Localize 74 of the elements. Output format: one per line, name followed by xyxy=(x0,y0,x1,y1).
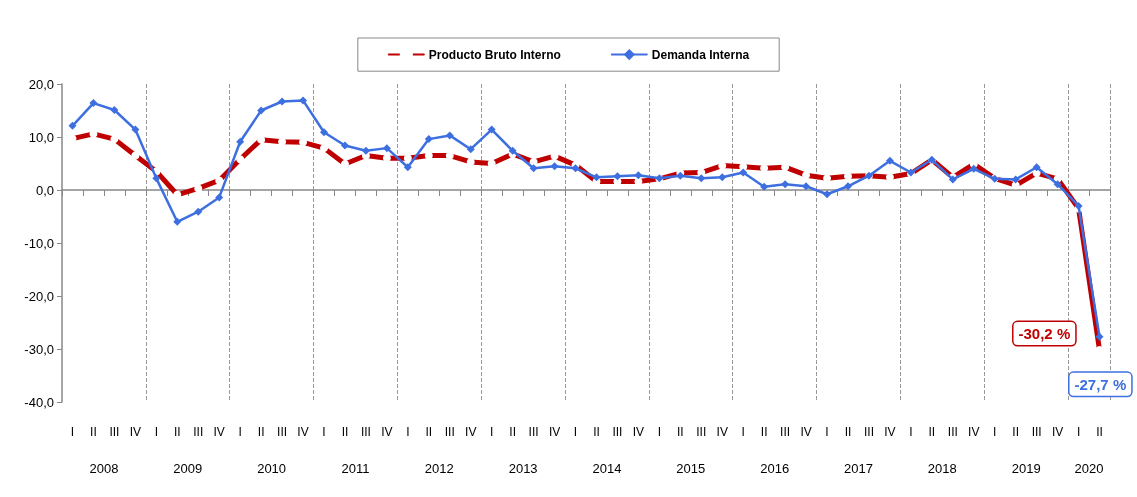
x-tick-label: II xyxy=(257,425,265,439)
x-tick-label: I xyxy=(573,425,578,439)
text: 2013 xyxy=(508,460,538,476)
x-tick-label: IV xyxy=(381,425,393,439)
legend-label: Producto Bruto Interno xyxy=(428,47,561,62)
text: 2017 xyxy=(844,460,873,476)
x-tick-label: IV xyxy=(213,425,225,439)
x-tick-label: II xyxy=(760,425,768,439)
x-tick-label: IV xyxy=(465,425,477,439)
x-tick-label: I xyxy=(322,425,326,439)
x-tick-label: I xyxy=(825,425,829,439)
x-tick-label: I xyxy=(741,425,745,439)
text: 2016 xyxy=(760,460,790,476)
text: 2012 xyxy=(424,460,454,476)
x-tick-label: I xyxy=(993,425,997,439)
x-tick-label: II xyxy=(1012,425,1020,439)
x-tick-label: I xyxy=(238,425,242,439)
x-tick-label: III xyxy=(612,425,623,439)
x-tick-label: III xyxy=(193,425,204,439)
y-tick-label: -20,0 xyxy=(24,288,54,304)
text: 2018 xyxy=(927,460,957,476)
text: 2014 xyxy=(592,460,622,476)
x-tick-label: II xyxy=(173,425,181,439)
x-tick-label: II xyxy=(593,425,600,439)
x-tick-label: I xyxy=(1076,425,1081,439)
x-tick-label: III xyxy=(109,425,120,439)
x-tick-label: IV xyxy=(884,425,896,439)
x-tick-label: III xyxy=(947,425,958,439)
x-tick-label: II xyxy=(90,425,97,439)
text: 2019 xyxy=(1011,460,1041,476)
y-tick-label: 10,0 xyxy=(28,129,54,145)
data-label: -27,7 % xyxy=(1074,375,1127,393)
x-tick-label: IV xyxy=(548,425,561,439)
data-label: -30,2 % xyxy=(1018,325,1071,343)
x-tick-label: IV xyxy=(800,425,812,439)
x-tick-label: III xyxy=(528,425,539,439)
x-tick-label: I xyxy=(657,425,662,439)
x-tick-label: III xyxy=(696,425,707,439)
y-tick-label: -30,0 xyxy=(24,341,54,357)
x-tick-label: II xyxy=(844,425,852,439)
x-tick-label: I xyxy=(909,425,913,439)
x-tick-label: IV xyxy=(297,425,309,439)
x-tick-label: I xyxy=(406,425,410,439)
x-tick-label: II xyxy=(425,425,433,439)
x-tick-label: IV xyxy=(129,425,142,439)
text: 2020 xyxy=(1074,460,1104,476)
y-tick-label: -40,0 xyxy=(24,394,54,410)
text: 2009 xyxy=(173,460,203,476)
x-tick-label: I xyxy=(154,425,158,439)
x-tick-label: I xyxy=(70,425,75,439)
x-tick-label: II xyxy=(341,425,349,439)
x-tick-label: II xyxy=(928,425,936,439)
x-tick-label: II xyxy=(1096,425,1103,439)
x-tick-label: IV xyxy=(716,425,728,439)
x-tick-label: II xyxy=(676,425,684,439)
y-tick-label: 20,0 xyxy=(28,76,54,92)
x-tick-label: III xyxy=(360,425,371,439)
text: 2011 xyxy=(341,460,370,476)
x-tick-label: III xyxy=(1031,425,1042,439)
legend-label: Demanda Interna xyxy=(651,47,750,62)
x-tick-label: IV xyxy=(1051,425,1064,439)
x-tick-label: III xyxy=(863,425,874,439)
x-tick-label: III xyxy=(780,425,791,439)
text: 2010 xyxy=(257,460,287,476)
x-tick-label: II xyxy=(509,425,516,439)
y-tick-label: -10,0 xyxy=(24,235,54,251)
x-tick-label: I xyxy=(490,425,494,439)
x-tick-label: III xyxy=(277,425,288,439)
x-tick-label: III xyxy=(444,425,455,439)
text: 2015 xyxy=(676,460,706,476)
y-tick-label: 0,0 xyxy=(35,182,54,198)
text: 2008 xyxy=(89,460,119,476)
x-tick-label: IV xyxy=(632,425,645,439)
x-tick-label: IV xyxy=(968,425,980,439)
